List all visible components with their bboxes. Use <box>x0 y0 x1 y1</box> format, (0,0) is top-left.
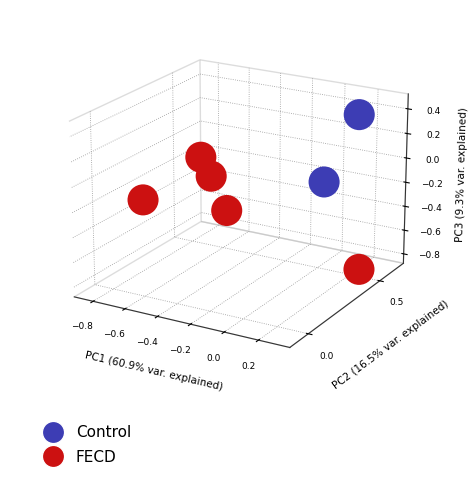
Legend: Control, FECD: Control, FECD <box>31 420 137 470</box>
X-axis label: PC1 (60.9% var. explained): PC1 (60.9% var. explained) <box>84 350 224 393</box>
Y-axis label: PC2 (16.5% var. explained): PC2 (16.5% var. explained) <box>331 299 450 392</box>
